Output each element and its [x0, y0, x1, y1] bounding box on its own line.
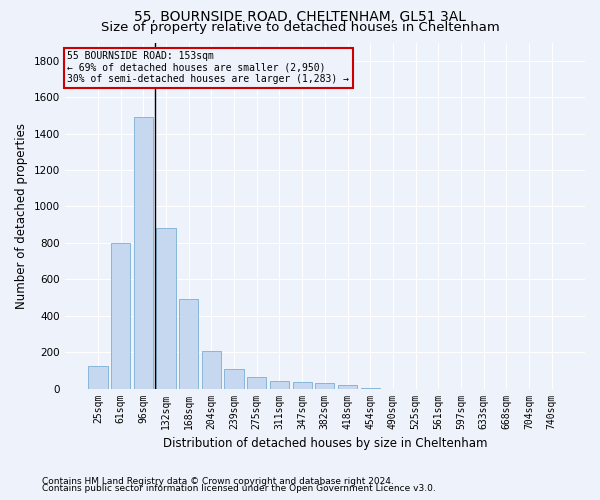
Bar [111, 243, 130, 388]
Bar [88, 366, 107, 388]
Bar [179, 300, 199, 388]
Text: Size of property relative to detached houses in Cheltenham: Size of property relative to detached ho… [101, 21, 499, 34]
Bar [202, 351, 221, 389]
Bar [315, 383, 334, 388]
Text: Contains HM Land Registry data © Crown copyright and database right 2024.: Contains HM Land Registry data © Crown c… [42, 477, 394, 486]
Bar [134, 117, 153, 388]
Bar [270, 382, 289, 388]
Bar [247, 376, 266, 388]
Text: Contains public sector information licensed under the Open Government Licence v3: Contains public sector information licen… [42, 484, 436, 493]
Bar [157, 228, 176, 388]
Bar [293, 382, 312, 388]
Bar [224, 370, 244, 388]
Y-axis label: Number of detached properties: Number of detached properties [15, 122, 28, 308]
X-axis label: Distribution of detached houses by size in Cheltenham: Distribution of detached houses by size … [163, 437, 487, 450]
Bar [338, 384, 357, 388]
Text: 55 BOURNSIDE ROAD: 153sqm
← 69% of detached houses are smaller (2,950)
30% of se: 55 BOURNSIDE ROAD: 153sqm ← 69% of detac… [67, 51, 349, 84]
Text: 55, BOURNSIDE ROAD, CHELTENHAM, GL51 3AL: 55, BOURNSIDE ROAD, CHELTENHAM, GL51 3AL [134, 10, 466, 24]
